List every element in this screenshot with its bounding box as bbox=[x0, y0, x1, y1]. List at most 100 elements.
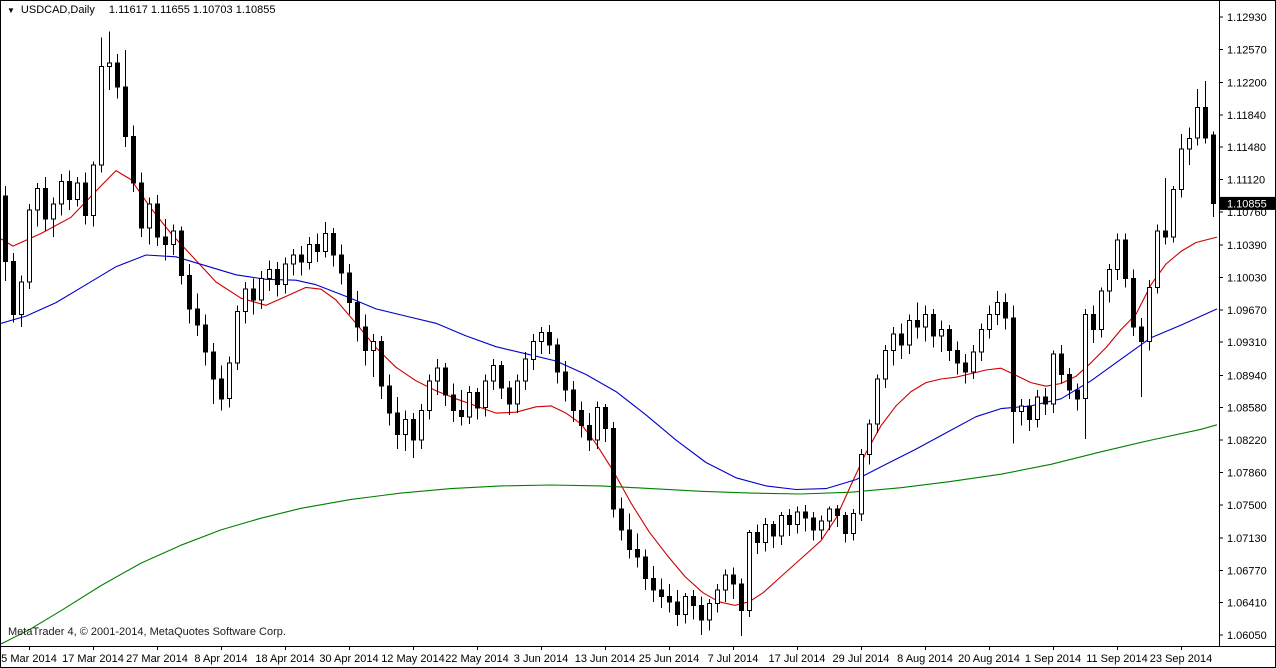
copyright-label: MetaTrader 4, © 2001-2014, MetaQuotes So… bbox=[8, 626, 286, 638]
candle-body bbox=[627, 529, 632, 551]
price-tick-label: 1.06410 bbox=[1227, 598, 1267, 610]
candle bbox=[211, 343, 216, 405]
candle-body bbox=[1187, 137, 1192, 150]
date-tick-label: 3 Jun 2014 bbox=[514, 653, 568, 665]
time-axis[interactable]: 5 Mar 2014 17 Mar 2014 27 Mar 2014 8 Apr 20… bbox=[1, 646, 1212, 665]
candle bbox=[819, 515, 824, 539]
candle bbox=[59, 174, 64, 216]
candle bbox=[1179, 133, 1184, 198]
candle-body bbox=[27, 209, 32, 283]
price-tick-label: 1.11840 bbox=[1227, 110, 1266, 122]
candle-body bbox=[59, 180, 64, 205]
candle bbox=[1091, 305, 1096, 344]
candle-body bbox=[243, 288, 248, 313]
candle bbox=[747, 529, 752, 617]
candle bbox=[227, 356, 232, 408]
chart-plot-area[interactable] bbox=[1, 1, 1219, 646]
candle bbox=[691, 590, 696, 620]
candle-body bbox=[1067, 374, 1072, 391]
candle-body bbox=[1163, 230, 1168, 238]
candle bbox=[1187, 127, 1192, 166]
candle-body bbox=[755, 532, 760, 543]
candle bbox=[1203, 80, 1208, 144]
candle-body bbox=[507, 387, 512, 405]
candle-body bbox=[371, 340, 376, 351]
candle-body bbox=[995, 302, 1000, 315]
candle bbox=[491, 359, 496, 390]
candle-body bbox=[779, 515, 784, 537]
candle-body bbox=[715, 589, 720, 605]
candle bbox=[1051, 350, 1056, 414]
candle-body bbox=[171, 230, 176, 245]
candle-body bbox=[1155, 230, 1160, 288]
candle bbox=[515, 374, 520, 414]
candle bbox=[963, 353, 968, 384]
candle-body bbox=[763, 524, 768, 543]
candle bbox=[219, 365, 224, 411]
moving-averages-layer bbox=[1, 170, 1218, 645]
candle-body bbox=[771, 524, 776, 537]
candle bbox=[371, 334, 376, 378]
candle bbox=[1019, 398, 1024, 426]
candle bbox=[75, 176, 80, 207]
date-tick-label: 11 Sep 2014 bbox=[1086, 653, 1148, 665]
candle-body bbox=[51, 203, 56, 220]
candle bbox=[203, 314, 208, 366]
candle-body bbox=[531, 340, 536, 360]
candle bbox=[99, 37, 104, 173]
candle-body bbox=[1019, 405, 1024, 412]
candle-body bbox=[1179, 148, 1184, 190]
candle-body bbox=[867, 423, 872, 455]
candle-body bbox=[1123, 239, 1128, 279]
candle-body bbox=[523, 358, 528, 382]
candle-body bbox=[987, 313, 992, 331]
candle-body bbox=[971, 351, 976, 373]
date-tick-label: 29 Jul 2014 bbox=[833, 653, 890, 665]
candle-body bbox=[899, 333, 904, 346]
candle bbox=[51, 197, 56, 238]
candle-body bbox=[723, 574, 728, 591]
candle-body bbox=[315, 243, 320, 253]
price-tick-label: 1.12570 bbox=[1227, 44, 1267, 56]
candle bbox=[675, 590, 680, 626]
candle bbox=[947, 325, 952, 361]
price-tick-label: 1.11480 bbox=[1227, 142, 1266, 154]
candle bbox=[1195, 88, 1200, 146]
candle bbox=[555, 338, 560, 384]
candle bbox=[131, 125, 136, 193]
price-tick-label: 1.09670 bbox=[1227, 305, 1267, 317]
candle bbox=[107, 31, 112, 90]
candle bbox=[235, 305, 240, 370]
candle bbox=[987, 305, 992, 339]
candle bbox=[907, 314, 912, 354]
candle bbox=[435, 359, 440, 396]
candle bbox=[1067, 368, 1072, 399]
symbol-dropdown-icon[interactable]: ▼ bbox=[7, 5, 15, 15]
ma-mid-blue bbox=[1, 254, 1218, 491]
candle bbox=[363, 314, 368, 366]
candle-body bbox=[19, 281, 24, 315]
candle-body bbox=[139, 182, 144, 229]
candle-body bbox=[179, 230, 184, 277]
candle-body bbox=[307, 243, 312, 263]
candle-body bbox=[275, 268, 280, 286]
candle-body bbox=[347, 272, 352, 304]
candle-body bbox=[1131, 277, 1136, 328]
candle-body bbox=[227, 362, 232, 400]
current-price-box bbox=[1220, 196, 1275, 210]
candle bbox=[723, 569, 728, 602]
candle bbox=[43, 176, 48, 231]
candle bbox=[635, 533, 640, 568]
candle bbox=[1115, 233, 1120, 281]
candle-body bbox=[491, 365, 496, 382]
candle-body bbox=[875, 378, 880, 425]
candle-body bbox=[939, 329, 944, 337]
date-tick-label: 1 Sep 2014 bbox=[1025, 653, 1081, 665]
candle-body bbox=[843, 515, 848, 534]
price-tick-label: 1.07500 bbox=[1227, 500, 1267, 512]
candle bbox=[1131, 269, 1136, 336]
candle bbox=[11, 253, 16, 323]
candle bbox=[835, 504, 840, 528]
candle bbox=[395, 397, 400, 450]
